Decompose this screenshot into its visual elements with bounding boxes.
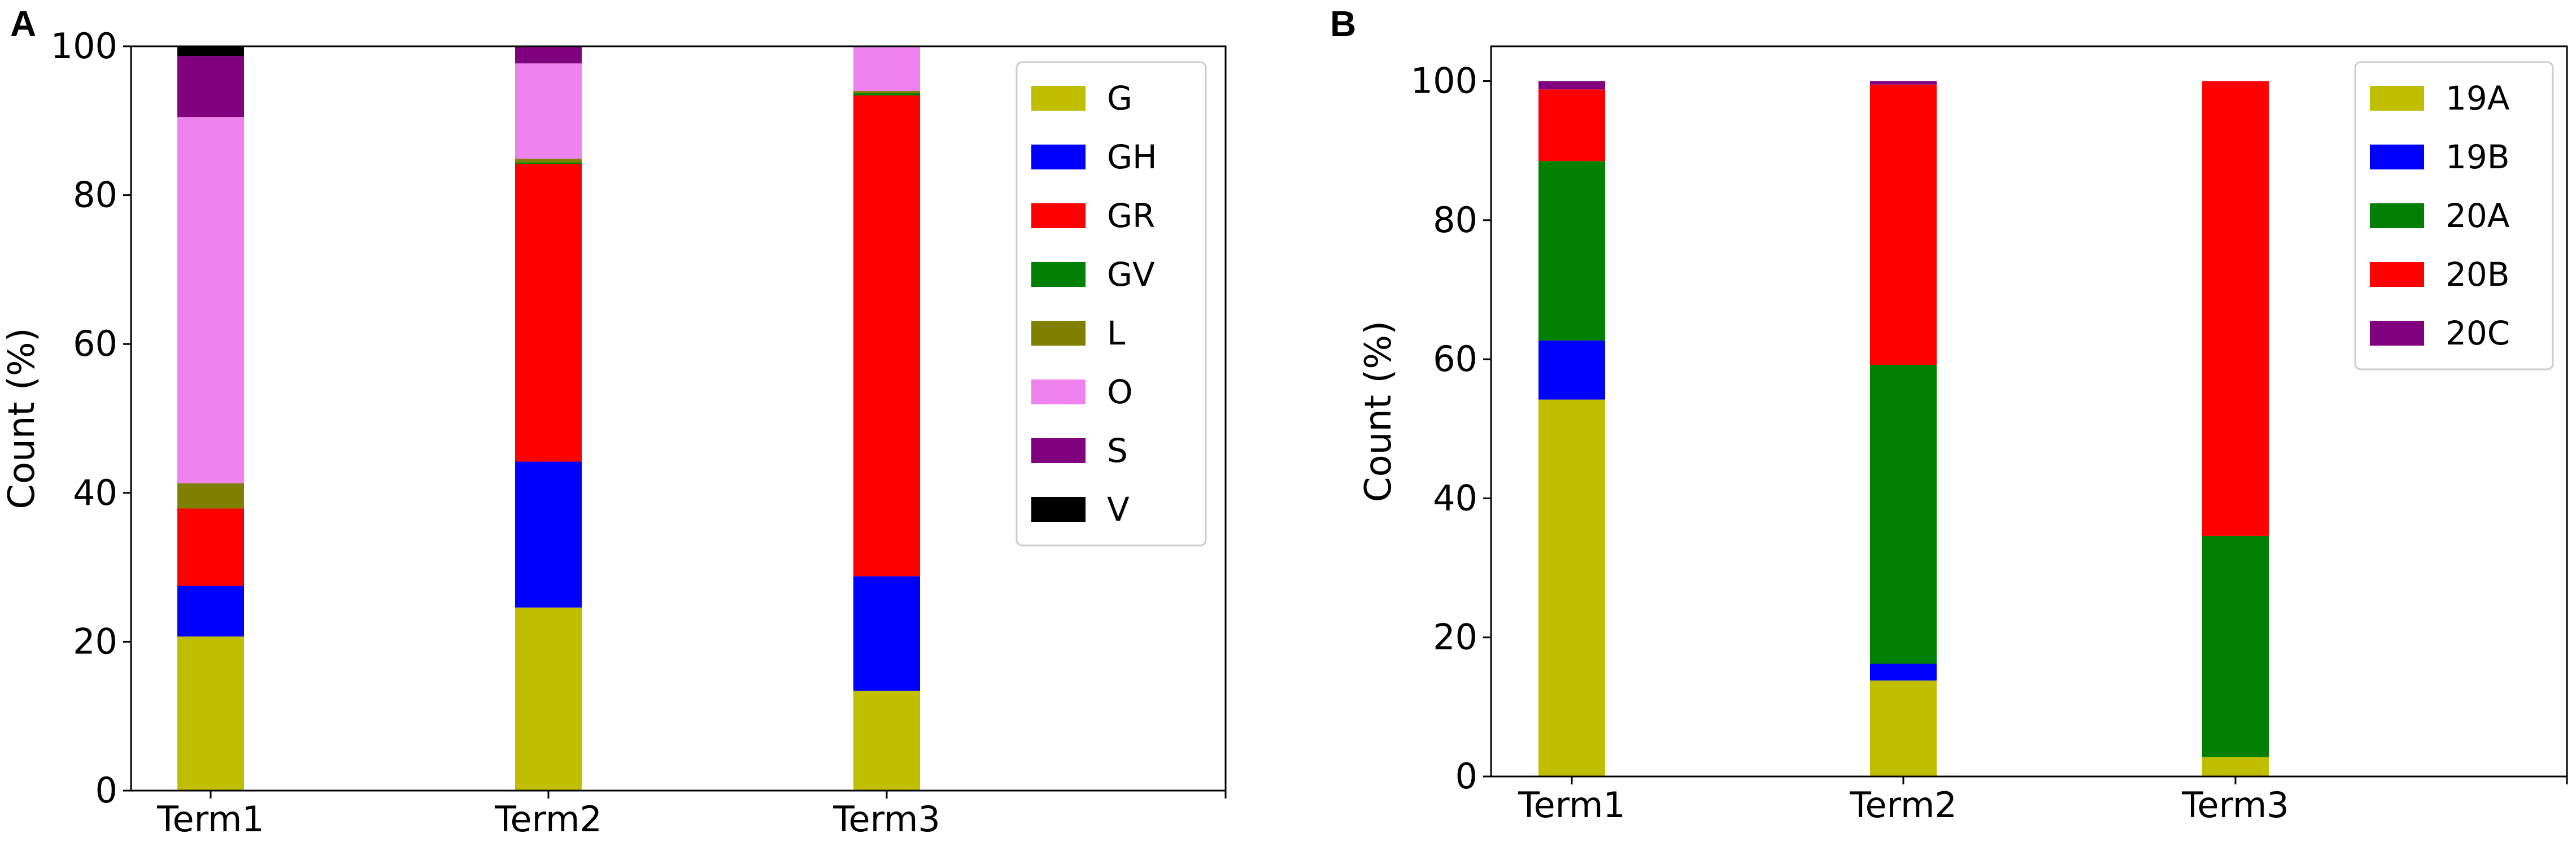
x-tick-label: Term1: [1518, 784, 1625, 826]
legend-swatch-19b: [2370, 145, 2424, 169]
panel-a: A 0 20 40 60 80 100 Term1 Term2 Term3 Count (%) G GH…: [1, 3, 1227, 840]
legend-swatch-19a: [2370, 86, 2424, 111]
y-tick-label: 60: [73, 323, 117, 364]
legend-label-s: S: [1107, 431, 1128, 470]
bar-segment-term1-gr: [177, 508, 244, 586]
panel-label: B: [1330, 3, 1356, 44]
legend-swatch-l: [1031, 321, 1086, 346]
y-tick-label: 0: [95, 770, 117, 811]
bar-segment-term1-20b: [1538, 89, 1605, 162]
panel-label: A: [10, 3, 36, 44]
legend-swatch-20c: [2370, 321, 2424, 346]
legend-box: [1015, 61, 1207, 547]
y-tick-label: 0: [1455, 756, 1477, 797]
y-tick-label: 80: [1433, 199, 1477, 241]
legend-label-gh: GH: [1107, 138, 1157, 176]
bar-segment-term3-20a: [2202, 535, 2269, 757]
bar-segment-term2-20c: [1870, 81, 1937, 85]
y-tick-label: 100: [51, 25, 117, 67]
bar-segment-term1-v: [177, 46, 244, 56]
legend-swatch-gh: [1031, 145, 1086, 169]
legend-label-20b: 20B: [2446, 255, 2510, 294]
bar-segment-term3-o: [853, 46, 920, 91]
bar-segment-term2-19a: [1870, 680, 1937, 776]
bar-segment-term2-g: [515, 607, 582, 791]
legend-box: [2354, 61, 2554, 370]
y-tick-label: 40: [1433, 477, 1477, 518]
legend-label-20c: 20C: [2446, 314, 2510, 352]
legend-label-g: G: [1107, 79, 1132, 117]
legend-label-19a: 19A: [2446, 79, 2510, 117]
bar-segment-term1-20a: [1538, 161, 1605, 341]
bar-segment-term3-gh: [853, 576, 920, 691]
y-tick-label: 40: [73, 472, 117, 513]
legend-label-19b: 19B: [2446, 138, 2510, 176]
x-tick-label: Term3: [832, 799, 940, 840]
x-tick-label: Term3: [2181, 784, 2289, 826]
x-tick-label: Term2: [494, 799, 602, 840]
panel-b: B 0 20 40 60 80 100 Term1 Term2 Term3 Count (%) 19A…: [1330, 3, 2568, 826]
bar-segment-term1-s: [177, 56, 244, 117]
y-tick-label: 20: [1433, 617, 1477, 658]
bar-segment-term1-19b: [1538, 340, 1605, 400]
legend-label-gr: GR: [1107, 197, 1155, 235]
bar-segment-term1-gh: [177, 586, 244, 637]
bar-segment-term2-gh: [515, 461, 582, 608]
bar-segment-term2-o: [515, 63, 582, 159]
bar-segment-term2-s: [515, 46, 582, 64]
y-axis-title: Count (%): [1, 328, 43, 509]
bar-segment-term2-20a: [1870, 364, 1937, 664]
bar-segment-term3-20b: [2202, 81, 2269, 536]
x-tick-label: Term2: [1849, 784, 1957, 826]
legend-label-gv: GV: [1107, 255, 1155, 294]
y-tick-label: 60: [1433, 338, 1477, 379]
legend-swatch-o: [1031, 379, 1086, 404]
bar-segment-term2-19b: [1870, 664, 1937, 681]
legend-swatch-gv: [1031, 262, 1086, 287]
legend-label-o: O: [1107, 373, 1133, 411]
bar-segment-term1-20c: [1538, 81, 1605, 90]
bar-segment-term2-gv: [515, 162, 582, 164]
bar-segment-term3-g: [853, 691, 920, 791]
axes-frame: [1490, 45, 2568, 778]
axes-frame: [130, 45, 1227, 792]
bar-segment-term1-g: [177, 636, 244, 791]
y-tick-label: 100: [1411, 60, 1477, 102]
bar-segment-term1-19a: [1538, 399, 1605, 776]
legend-swatch-v: [1031, 497, 1086, 522]
bar-segment-term1-l: [177, 483, 244, 509]
bar-segment-term3-gv: [853, 93, 920, 95]
legend-label-l: L: [1107, 314, 1125, 352]
legend-swatch-g: [1031, 86, 1086, 111]
legend-swatch-s: [1031, 438, 1086, 463]
bar-segment-term1-o: [177, 117, 244, 483]
bar-segment-term3-l: [853, 91, 920, 94]
x-tick-label: Term1: [156, 799, 264, 840]
legend-swatch-20a: [2370, 203, 2424, 228]
bar-segment-term2-gr: [515, 164, 582, 462]
bar-segment-term3-19a: [2202, 757, 2269, 776]
bar-segment-term3-gr: [853, 95, 920, 577]
legend-swatch-gr: [1031, 203, 1086, 228]
y-axis-title: Count (%): [1358, 321, 1400, 502]
legend-swatch-20b: [2370, 262, 2424, 287]
y-tick-label: 20: [73, 621, 117, 662]
bar-segment-term2-20b: [1870, 84, 1937, 365]
legend-label-v: V: [1107, 490, 1130, 529]
legend-label-20a: 20A: [2446, 197, 2510, 235]
bar-segment-term2-l: [515, 159, 582, 163]
y-tick-label: 80: [73, 174, 117, 216]
